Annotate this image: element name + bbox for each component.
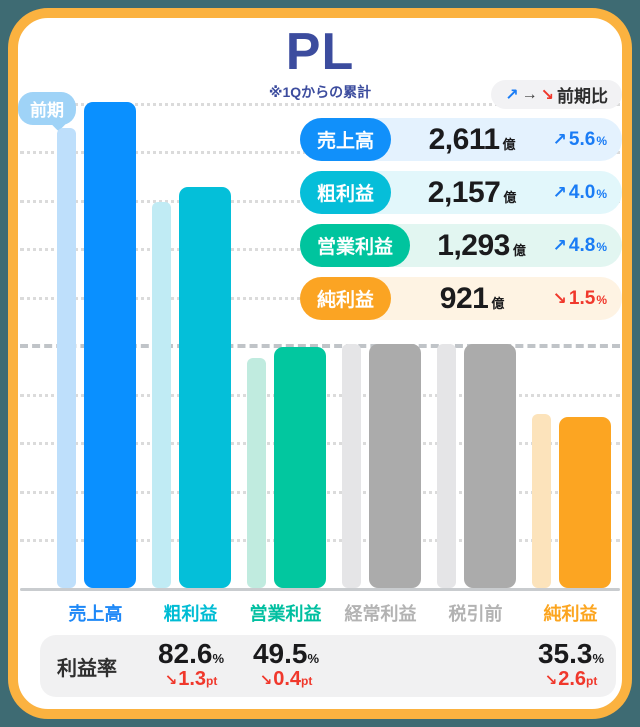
down-right-arrow-icon: ↘	[259, 672, 273, 690]
down-right-arrow-icon: ↘	[540, 86, 554, 104]
margin-change: ↘0.4pt	[259, 668, 313, 691]
margin-value: 49.5%	[252, 638, 320, 669]
metric-value: 921 億	[439, 281, 505, 315]
margin-stat-net-profit: 35.3% ↘2.6pt	[514, 639, 628, 690]
bar-previous-ordinary-profit	[342, 344, 361, 588]
bar-current-ordinary-profit	[369, 344, 421, 588]
summary-row-net-profit: 純利益 921 億 ↘ 1.5%	[300, 277, 622, 320]
metric-change: ↘ 1.5%	[552, 287, 607, 309]
value-unit: 億	[502, 136, 516, 152]
axis-label-gross-profit: 粗利益	[163, 604, 218, 624]
page-subtitle: ※1Qからの累計	[268, 84, 372, 100]
axis-label-operating-profit: 営業利益	[249, 604, 322, 624]
profit-margin-label: 利益率	[57, 657, 117, 680]
gridline-major	[20, 344, 620, 348]
axis-label-pretax-profit: 税引前	[448, 604, 503, 624]
axis-label-ordinary-profit: 経常利益	[344, 604, 417, 624]
trend-arrow-icon: ↗	[552, 235, 567, 255]
margin-stat-gross-profit: 82.6% ↘1.3pt	[134, 639, 248, 690]
up-right-arrow-icon: ↗	[505, 86, 519, 104]
bar-current-operating-profit	[274, 347, 326, 588]
profit-margin-section: 利益率 82.6% ↘1.3pt 49.5% ↘0.4pt 35.3% ↘2.6pt	[40, 635, 616, 697]
right-arrow-icon: →	[521, 85, 538, 103]
bar-previous-pretax-profit	[437, 344, 456, 588]
bar-current-net-profit	[559, 417, 611, 588]
trend-arrow-icon: ↗	[552, 182, 567, 202]
margin-value: 35.3%	[537, 638, 605, 669]
page-title: PL	[285, 23, 355, 81]
bar-current-pretax-profit	[464, 344, 516, 588]
summary-row-gross-profit: 粗利益 2,157 億 ↗ 4.0%	[300, 171, 622, 214]
margin-change: ↘2.6pt	[544, 668, 598, 691]
margin-stat-operating-profit: 49.5% ↘0.4pt	[229, 639, 343, 690]
metric-change: ↗ 5.6%	[552, 128, 607, 150]
margin-value: 82.6%	[157, 638, 225, 669]
bar-previous-gross-profit	[152, 202, 171, 588]
bar-previous-net-profit	[532, 414, 551, 588]
margin-change: ↘1.3pt	[164, 668, 218, 691]
value-unit: 億	[491, 295, 504, 311]
metric-change: ↗ 4.8%	[552, 234, 607, 256]
metric-value: 1,293 億	[437, 228, 526, 262]
previous-period-bubble: 前期	[18, 92, 76, 132]
legend-label: 前期比	[557, 87, 608, 106]
summary-row-operating-profit: 営業利益 1,293 億 ↗ 4.8%	[300, 224, 622, 267]
bar-current-sales	[84, 102, 136, 588]
down-right-arrow-icon: ↘	[544, 672, 558, 690]
axis-label-net-profit: 純利益	[543, 604, 598, 624]
metric-pill: 営業利益	[300, 224, 411, 267]
legend-yoy-pill: ↗ → ↘ 前期比	[491, 80, 622, 109]
metric-value: 2,611 億	[428, 122, 516, 156]
bar-previous-sales	[57, 128, 76, 588]
down-right-arrow-icon: ↘	[164, 672, 178, 690]
previous-period-label: 前期	[30, 101, 64, 120]
metric-pill: 売上高	[300, 118, 392, 161]
gridline	[20, 103, 620, 106]
metric-pill: 粗利益	[300, 171, 392, 214]
trend-arrow-icon: ↗	[552, 129, 567, 149]
bar-current-gross-profit	[179, 187, 231, 588]
summary-row-sales: 売上高 2,611 億 ↗ 5.6%	[300, 118, 622, 161]
value-unit: 億	[503, 189, 516, 205]
bar-previous-operating-profit	[247, 358, 266, 588]
x-axis-line	[20, 588, 620, 591]
axis-label-sales: 売上高	[68, 604, 123, 624]
metric-pill: 純利益	[300, 277, 392, 320]
metric-value: 2,157 億	[427, 175, 517, 209]
trend-arrow-icon: ↘	[552, 288, 567, 308]
value-unit: 億	[512, 242, 526, 258]
metric-change: ↗ 4.0%	[552, 181, 607, 203]
